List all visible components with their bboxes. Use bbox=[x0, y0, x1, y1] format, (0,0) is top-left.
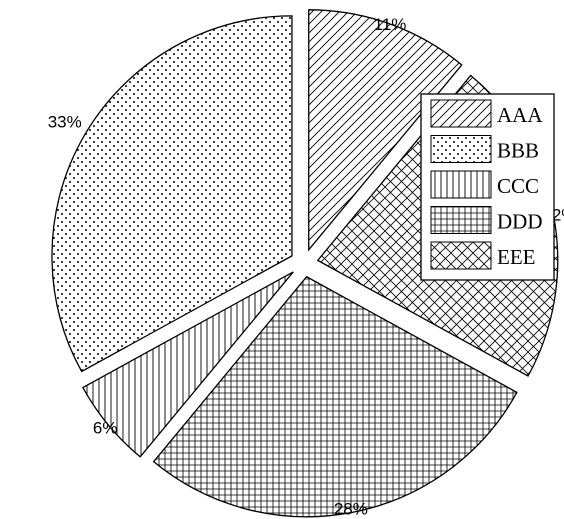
legend-swatch-eee bbox=[430, 241, 492, 270]
legend-label-aaa: AAA bbox=[497, 103, 543, 127]
percent-label-aaa: 11% bbox=[374, 15, 407, 34]
legend-swatch-ccc bbox=[430, 170, 492, 199]
percent-label-bbb: 33% bbox=[48, 112, 82, 131]
percent-label-ddd: 28% bbox=[334, 500, 368, 519]
legend-swatch-ddd bbox=[430, 206, 492, 234]
percent-label-ccc: 6% bbox=[93, 418, 118, 437]
pie-slice-bbb bbox=[51, 15, 293, 373]
pie-slice-aaa bbox=[308, 9, 463, 252]
legend-label-eee: EEE bbox=[497, 245, 535, 269]
legend-swatch-bbb bbox=[430, 135, 492, 163]
legend: AAA BBB CCC DDD EEE bbox=[420, 93, 555, 281]
legend-label-ddd: DDD bbox=[497, 210, 543, 234]
pie-slice-ccc bbox=[82, 271, 294, 458]
pie-slice-ddd bbox=[152, 275, 518, 518]
legend-label-bbb: BBB bbox=[497, 139, 539, 163]
legend-label-ccc: CCC bbox=[497, 174, 539, 198]
legend-swatch-aaa bbox=[430, 99, 492, 128]
